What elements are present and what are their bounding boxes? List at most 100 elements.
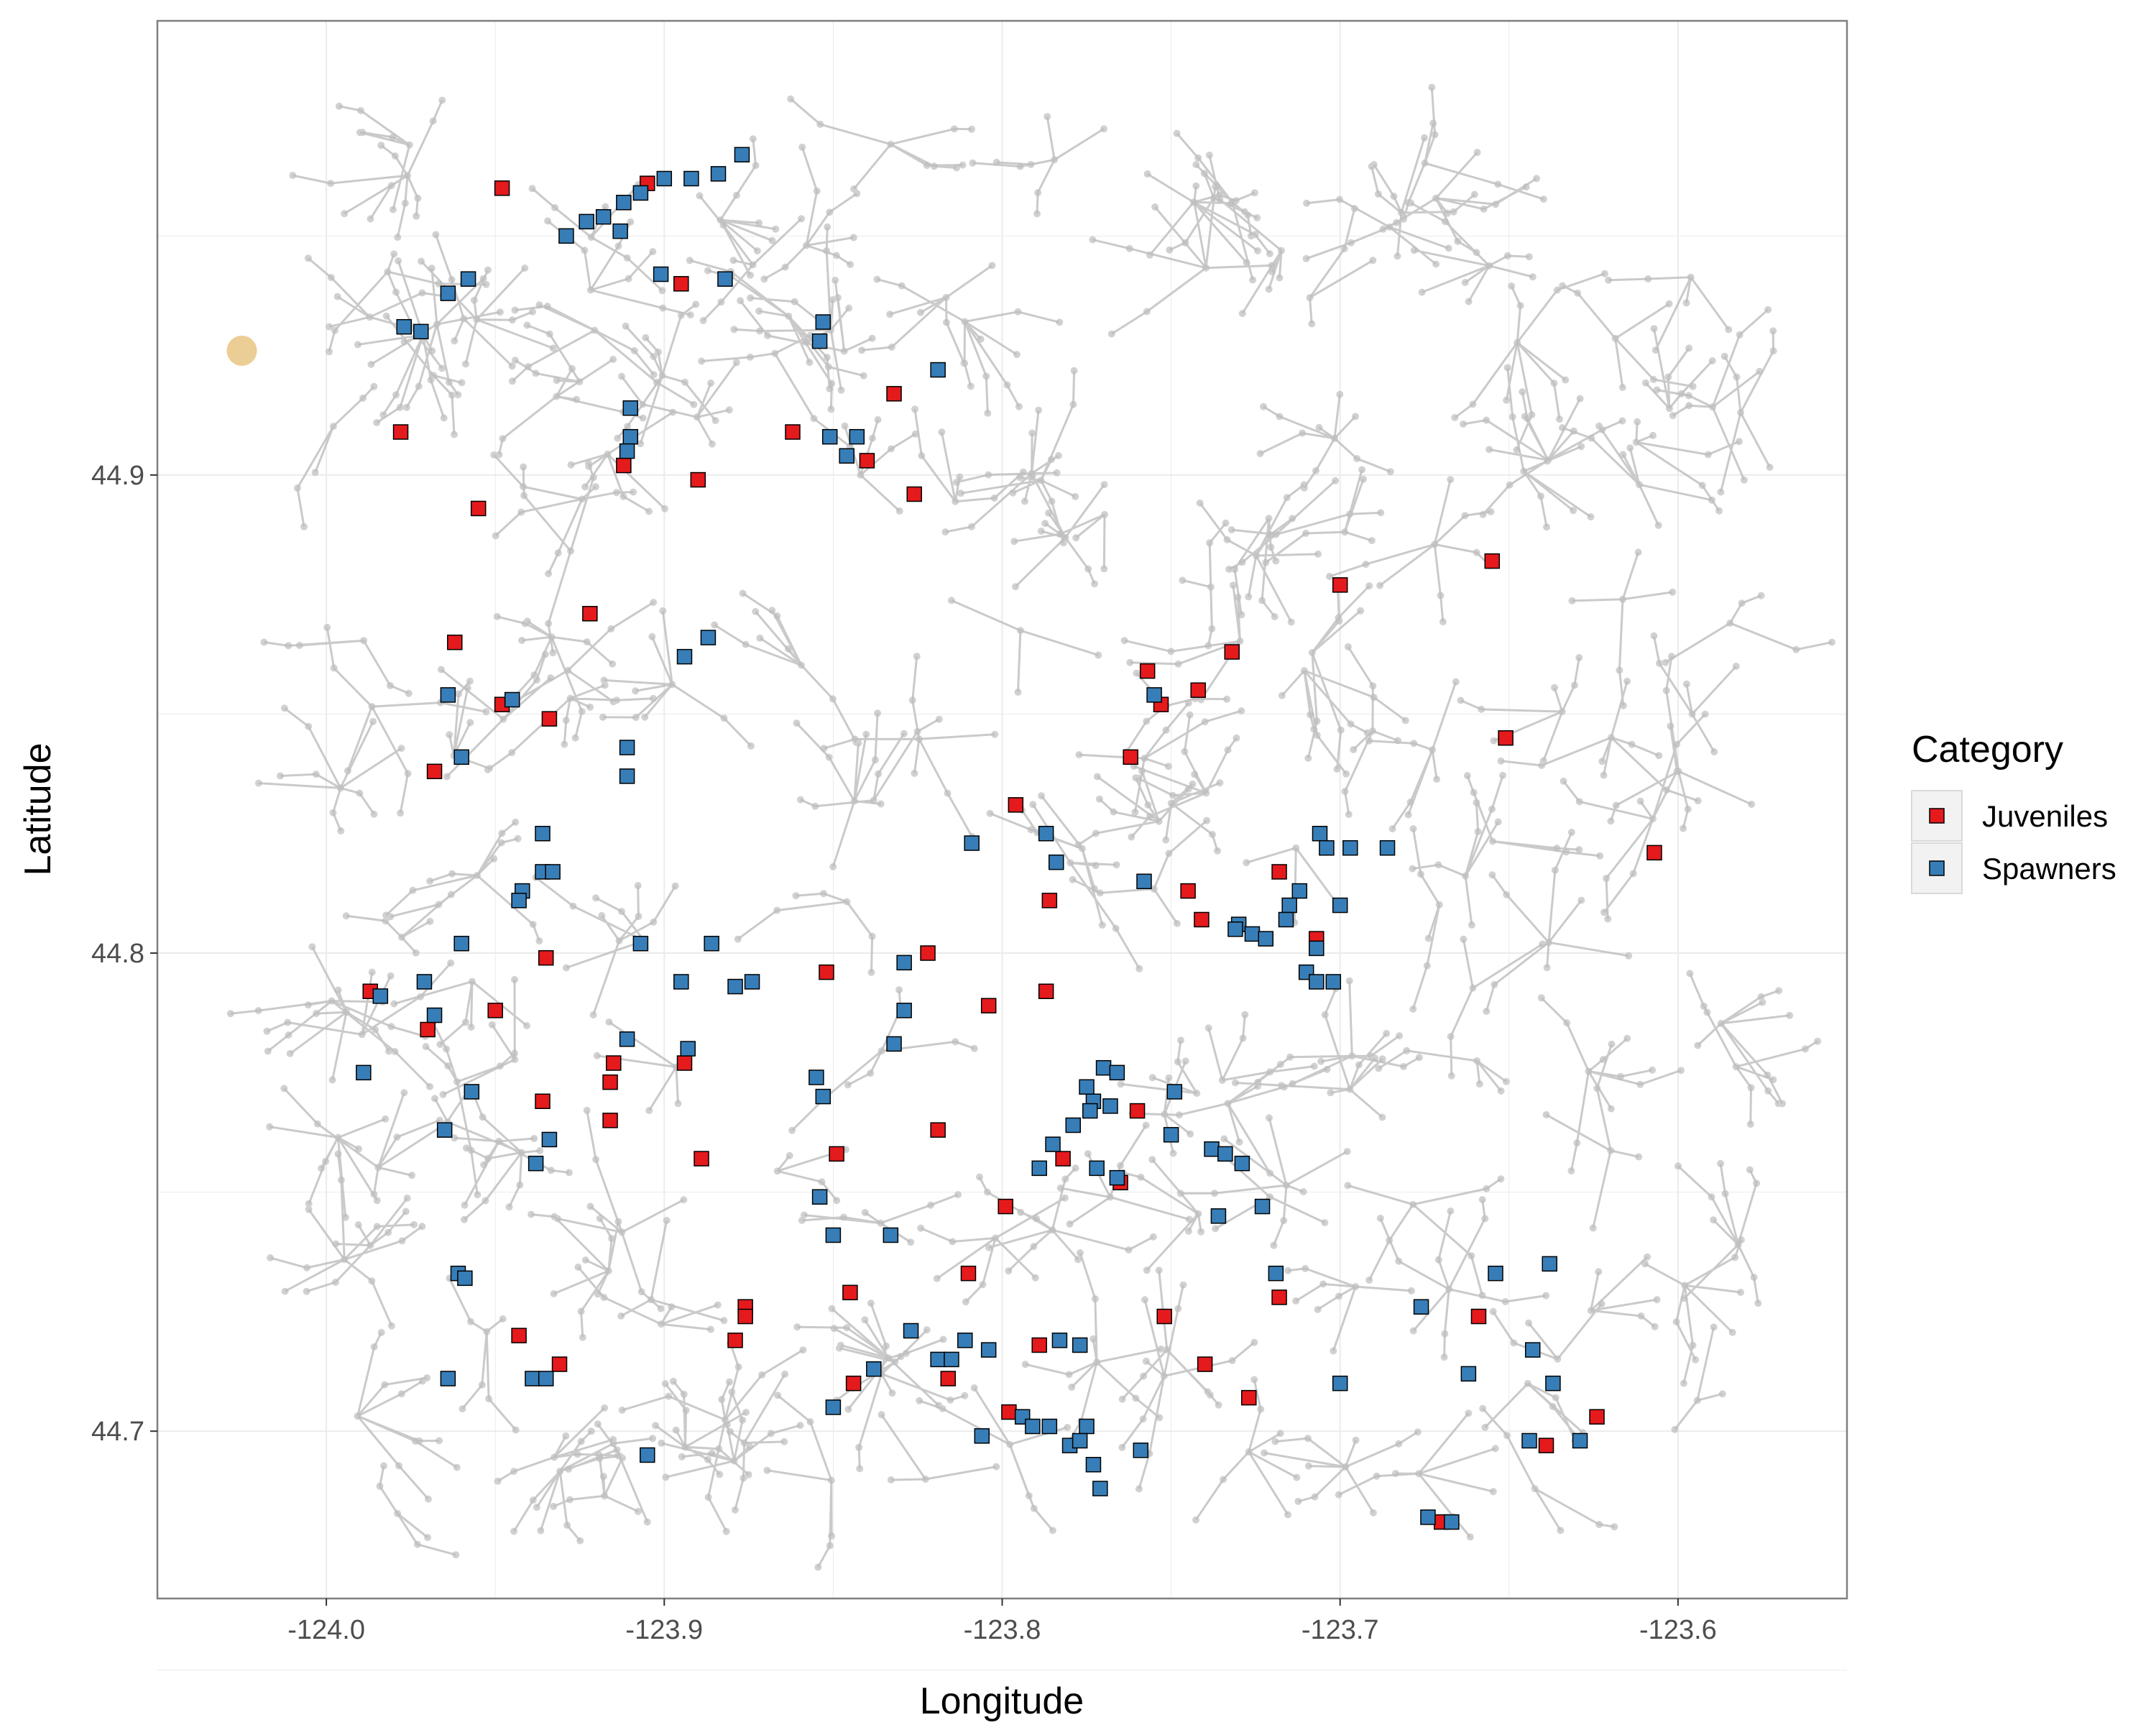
- y-tick-label: 44.7: [91, 1417, 144, 1447]
- spawners-point: [1072, 1337, 1088, 1353]
- spawners-point: [903, 1322, 919, 1339]
- spawners-point: [1227, 921, 1243, 937]
- spawners-point: [1217, 1146, 1233, 1162]
- spawners-point: [930, 362, 946, 378]
- y-tick-label: 44.9: [91, 461, 144, 491]
- legend-title: Category: [1912, 729, 2063, 770]
- juveniles-point: [538, 949, 554, 966]
- spawners-point: [717, 271, 733, 287]
- juveniles-point: [980, 998, 997, 1013]
- juveniles-point: [1197, 1356, 1213, 1372]
- spawners-point: [1521, 1432, 1537, 1449]
- x-tick-label: -123.8: [964, 1615, 1041, 1645]
- spawners-point: [883, 1227, 899, 1243]
- spawners-point: [453, 749, 469, 765]
- juveniles-point: [1332, 577, 1348, 593]
- juveniles-point: [960, 1265, 977, 1282]
- juveniles-point: [470, 500, 487, 517]
- juveniles-point: [930, 1122, 946, 1138]
- spawners-point: [1342, 840, 1358, 856]
- x-tick-label: -123.7: [1302, 1615, 1379, 1645]
- spawners-point: [541, 1131, 558, 1148]
- juveniles-point: [487, 1003, 503, 1018]
- juveniles-point: [541, 711, 558, 727]
- x-tick-label: -123.6: [1639, 1615, 1717, 1645]
- spawners-point: [974, 1428, 990, 1444]
- spawners-point: [1309, 974, 1325, 990]
- spawners-point: [632, 935, 649, 952]
- juveniles-point: [1156, 1308, 1172, 1325]
- spawners-point: [1332, 897, 1348, 914]
- juveniles-point: [1271, 1289, 1287, 1305]
- spawners-point: [545, 864, 561, 880]
- spawners-point: [1025, 1418, 1041, 1435]
- spawners-point: [811, 1189, 828, 1205]
- spawners-point: [622, 400, 639, 416]
- spawners-point: [808, 1070, 824, 1085]
- spawners-point: [1234, 1155, 1250, 1172]
- spawners-point: [704, 935, 719, 952]
- juveniles-point: [673, 276, 689, 292]
- spawners-point: [849, 428, 865, 445]
- spawners-point: [1542, 1256, 1557, 1272]
- spawners-point: [1072, 1432, 1088, 1449]
- spawners-point: [1092, 1481, 1108, 1496]
- spawners-point: [1041, 1418, 1058, 1435]
- y-axis-title: Latitude: [17, 742, 59, 875]
- spawners-point: [440, 687, 456, 703]
- spawners-point: [1444, 1514, 1460, 1530]
- spawners-point: [944, 1351, 959, 1368]
- spawners-point: [619, 768, 635, 784]
- spawners-point: [1051, 1333, 1068, 1348]
- spawners-point: [616, 195, 632, 211]
- juveniles-point: [1190, 682, 1206, 698]
- spawners-point: [744, 974, 760, 990]
- spawners-point: [700, 630, 717, 645]
- spawners-point: [676, 648, 693, 665]
- spawners-point: [1031, 1160, 1047, 1177]
- juveniles-point: [785, 424, 801, 440]
- spawners-point: [1146, 687, 1162, 703]
- spawners-point: [1079, 1418, 1095, 1435]
- juveniles-point: [426, 763, 443, 780]
- juveniles-point: [1194, 911, 1210, 928]
- juveniles-point: [920, 945, 936, 961]
- spawners-point: [1309, 940, 1325, 957]
- spawners-point: [535, 826, 550, 842]
- juveniles-point: [1470, 1308, 1487, 1325]
- spawners-point: [413, 323, 429, 340]
- juveniles-point: [1646, 845, 1662, 861]
- legend: Category Juveniles Spawners: [1911, 729, 2116, 894]
- juveniles-point: [420, 1021, 436, 1038]
- spawners-point: [964, 835, 980, 851]
- spawners-point: [640, 1447, 655, 1463]
- stream-network: [226, 83, 1835, 1571]
- juveniles-point: [1123, 749, 1138, 765]
- spawners-point: [1089, 1160, 1105, 1177]
- spawners-point: [1281, 897, 1297, 914]
- juveniles-point: [1129, 1103, 1146, 1119]
- spawners-point: [821, 428, 838, 445]
- spawners-point: [1254, 1198, 1271, 1215]
- juveniles-point: [494, 180, 510, 196]
- spawners-point: [1085, 1457, 1102, 1473]
- spawners-point: [612, 223, 628, 239]
- spawners-point: [815, 314, 831, 330]
- spawners-point: [680, 1041, 696, 1057]
- spawners-point: [896, 1003, 912, 1018]
- spawners-point: [558, 228, 574, 244]
- spawners-point: [727, 978, 743, 995]
- spawners-point: [396, 318, 412, 335]
- juveniles-point: [1008, 797, 1024, 813]
- juveniles-point: [1001, 1404, 1017, 1420]
- spawners-point: [1460, 1366, 1477, 1382]
- spawners-point: [815, 1088, 831, 1105]
- spawners-point: [632, 185, 649, 201]
- spawners-point: [1109, 1064, 1125, 1081]
- juveniles-point: [690, 472, 706, 488]
- spawners-point: [619, 443, 635, 459]
- legend-key-spawners: [1929, 860, 1945, 876]
- spawners-point: [1545, 1375, 1561, 1392]
- spawners-point: [866, 1361, 882, 1377]
- spawners-point: [656, 170, 673, 187]
